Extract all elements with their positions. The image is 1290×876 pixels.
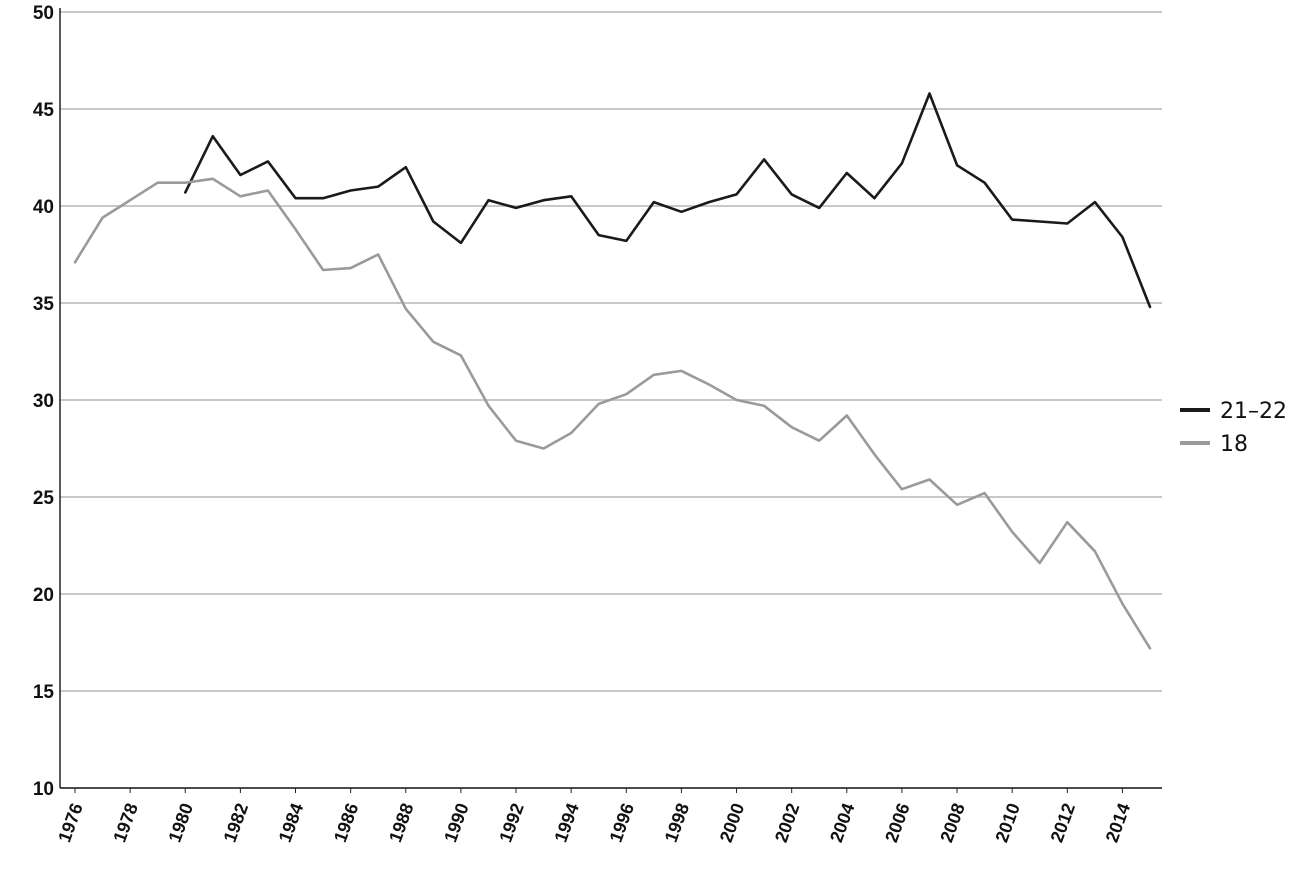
x-tick-label: 1980 (165, 801, 197, 845)
series-lines (73, 92, 1152, 650)
series-line-age-21-22 (184, 92, 1152, 309)
x-tick-label: 1982 (220, 801, 252, 845)
x-tick-label: 2008 (936, 801, 968, 845)
x-tick-label: 2012 (1047, 801, 1079, 845)
y-tick-label: 35 (33, 294, 55, 315)
x-tick-label: 1996 (606, 801, 638, 845)
x-tick-label: 1998 (661, 801, 693, 845)
x-tick-label: 2014 (1102, 801, 1134, 845)
y-tick-label: 50 (33, 3, 54, 24)
x-tick-label: 2006 (881, 801, 913, 845)
axes (59, 8, 1162, 793)
y-tick-label: 25 (33, 488, 55, 509)
y-tick-label: 10 (33, 779, 54, 800)
y-tick-label: 20 (33, 585, 54, 606)
y-tick-label: 40 (33, 197, 54, 218)
x-tick-label: 2002 (771, 801, 803, 845)
x-tick-label: 1988 (385, 801, 417, 845)
legend: 21–22 18 (1180, 399, 1287, 457)
x-tick-label: 1978 (109, 801, 141, 845)
x-tick-label: 1986 (330, 801, 362, 845)
y-tick-label: 45 (33, 100, 55, 121)
x-tick-labels: 1976 1978 1980 1982 1984 1986 1988 1990 1992 1994… (54, 801, 1134, 845)
legend-label: 18 (1220, 432, 1248, 457)
x-tick-label: 1994 (550, 801, 582, 845)
legend-label: 21–22 (1220, 399, 1287, 424)
x-tick-label: 2010 (991, 801, 1023, 845)
series-line-age-18 (73, 177, 1152, 650)
x-tick-label: 1984 (275, 801, 307, 845)
x-tick-label: 2000 (716, 801, 748, 845)
x-tick-label: 2004 (826, 801, 858, 845)
x-tick-label: 1976 (54, 801, 86, 845)
y-tick-labels: 10 15 20 25 30 35 40 45 50 (33, 3, 55, 800)
x-tick-label: 1992 (495, 801, 527, 845)
y-tick-label: 15 (33, 682, 55, 703)
x-tick-label: 1990 (440, 801, 472, 845)
y-tick-label: 30 (33, 391, 54, 412)
